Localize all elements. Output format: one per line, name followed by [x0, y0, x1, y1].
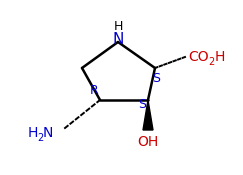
- Text: H: H: [215, 50, 225, 64]
- Text: H: H: [28, 126, 38, 140]
- Text: H: H: [113, 20, 123, 33]
- Text: R: R: [89, 83, 98, 96]
- Text: N: N: [112, 33, 124, 47]
- Text: 2: 2: [37, 133, 43, 143]
- Text: 2: 2: [208, 57, 214, 67]
- Text: OH: OH: [137, 135, 159, 149]
- Text: N: N: [43, 126, 53, 140]
- Text: CO: CO: [188, 50, 209, 64]
- Text: S: S: [152, 72, 160, 85]
- Polygon shape: [143, 100, 153, 130]
- Text: S: S: [138, 99, 146, 111]
